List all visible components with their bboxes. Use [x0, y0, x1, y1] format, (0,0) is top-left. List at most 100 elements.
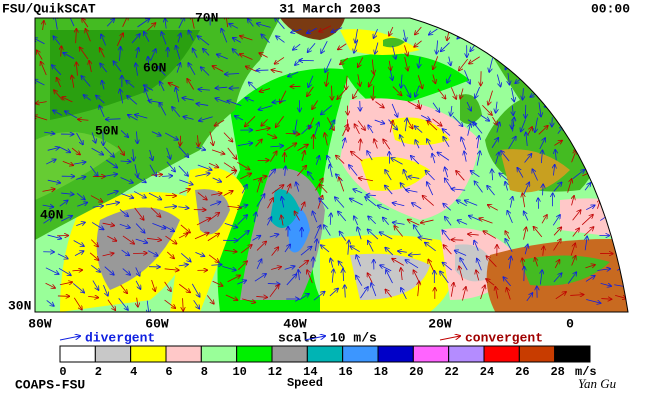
wind-arrow — [271, 247, 279, 256]
wind-arrow — [283, 143, 296, 152]
wind-arrow — [164, 269, 179, 270]
wind-arrow — [37, 50, 43, 60]
wind-arrow — [339, 232, 347, 241]
wind-arrow — [151, 131, 161, 136]
colorbar-box — [271, 345, 308, 363]
wind-arrow — [465, 200, 478, 206]
wind-arrow — [535, 258, 538, 267]
wind-arrow — [373, 85, 374, 100]
wind-arrow — [150, 49, 156, 61]
wind-arrow — [100, 63, 108, 73]
wind-arrow — [526, 132, 527, 147]
wind-arrow — [366, 195, 376, 196]
wind-arrow — [593, 50, 602, 60]
wind-arrow — [338, 261, 345, 269]
colorbar-tick-label: 22 — [444, 365, 458, 379]
wind-arrow — [329, 288, 338, 297]
wind-arrow — [242, 298, 255, 303]
wind-arrow — [104, 266, 114, 275]
colorbar-tick-label: 24 — [480, 365, 494, 379]
wind-arrow — [510, 197, 512, 208]
wind-arrow — [474, 241, 479, 251]
colorbar-box — [448, 345, 485, 363]
wind-arrow — [147, 23, 155, 31]
wind-arrow — [257, 23, 271, 28]
wind-arrow — [225, 170, 236, 179]
wind-arrow — [197, 192, 207, 200]
wind-arrow — [62, 97, 73, 103]
wind-arrow — [120, 89, 124, 104]
wind-arrow — [232, 49, 240, 57]
wind-arrow — [88, 296, 98, 297]
wind-arrow — [497, 122, 500, 133]
wind-arrow — [468, 124, 471, 136]
wind-arrow — [541, 215, 547, 224]
wind-arrow — [470, 171, 480, 178]
wind-arrow — [148, 192, 161, 199]
wind-arrow — [404, 29, 406, 41]
wind-arrow — [241, 185, 247, 194]
wind-arrow — [411, 156, 420, 165]
wind-arrow — [276, 116, 285, 127]
wind-arrow — [178, 207, 188, 208]
colorbar-box — [412, 345, 450, 363]
wind-arrow — [535, 117, 538, 133]
wind-arrow — [208, 254, 219, 262]
wind-arrow — [476, 270, 479, 281]
wind-arrow — [91, 222, 103, 229]
wind-arrow — [354, 124, 360, 135]
wind-arrow — [505, 182, 507, 191]
wind-arrow — [137, 19, 149, 28]
wind-arrow — [350, 199, 363, 206]
wind-arrow — [567, 272, 576, 284]
wind-arrow — [127, 96, 138, 105]
wind-arrow — [603, 102, 617, 103]
wind-arrow — [418, 281, 419, 297]
wind-arrow — [339, 177, 345, 192]
wind-arrow — [525, 244, 528, 255]
wind-arrow — [36, 102, 47, 104]
scale-label: scale — [278, 330, 317, 345]
wind-arrow — [575, 63, 588, 72]
wind-arrow — [78, 119, 89, 120]
wind-arrow — [587, 116, 600, 122]
wind-arrow — [394, 226, 403, 237]
wind-arrow — [227, 206, 242, 208]
wind-arrow — [209, 131, 213, 146]
wind-arrow — [353, 189, 363, 194]
wind-arrow — [92, 280, 99, 290]
wind-arrow — [135, 115, 148, 119]
wind-arrow — [409, 254, 421, 255]
wind-arrow — [196, 218, 210, 226]
wind-arrow — [359, 178, 373, 182]
wind-arrow — [166, 161, 175, 172]
wind-arrow — [224, 250, 237, 251]
colorbar-box — [483, 345, 520, 363]
wind-arrow — [237, 280, 246, 285]
wind-arrow — [337, 88, 347, 99]
wind-arrow — [420, 115, 430, 120]
wind-arrow — [569, 37, 584, 42]
wind-arrow — [120, 284, 128, 293]
wind-arrow — [103, 284, 107, 296]
wind-arrow — [212, 280, 223, 286]
wind-arrow — [587, 100, 601, 105]
wind-arrow — [599, 130, 609, 132]
wind-arrow — [72, 283, 84, 292]
wind-arrow — [486, 256, 497, 267]
wind-arrow — [285, 166, 286, 176]
wind-arrow — [73, 162, 86, 164]
wind-arrow — [586, 299, 600, 303]
wind-arrow — [166, 251, 174, 258]
wind-arrow — [492, 41, 499, 53]
wind-arrow — [151, 279, 156, 291]
wind-arrow — [172, 107, 181, 117]
wind-arrow — [501, 151, 510, 162]
colorbar-tick-label: 10 — [232, 365, 246, 379]
wind-arrow — [157, 66, 166, 76]
wind-arrow — [496, 42, 509, 49]
wind-arrow — [237, 231, 249, 241]
wind-arrow — [164, 206, 176, 207]
wind-arrow — [44, 132, 54, 134]
wind-arrow — [237, 143, 253, 146]
